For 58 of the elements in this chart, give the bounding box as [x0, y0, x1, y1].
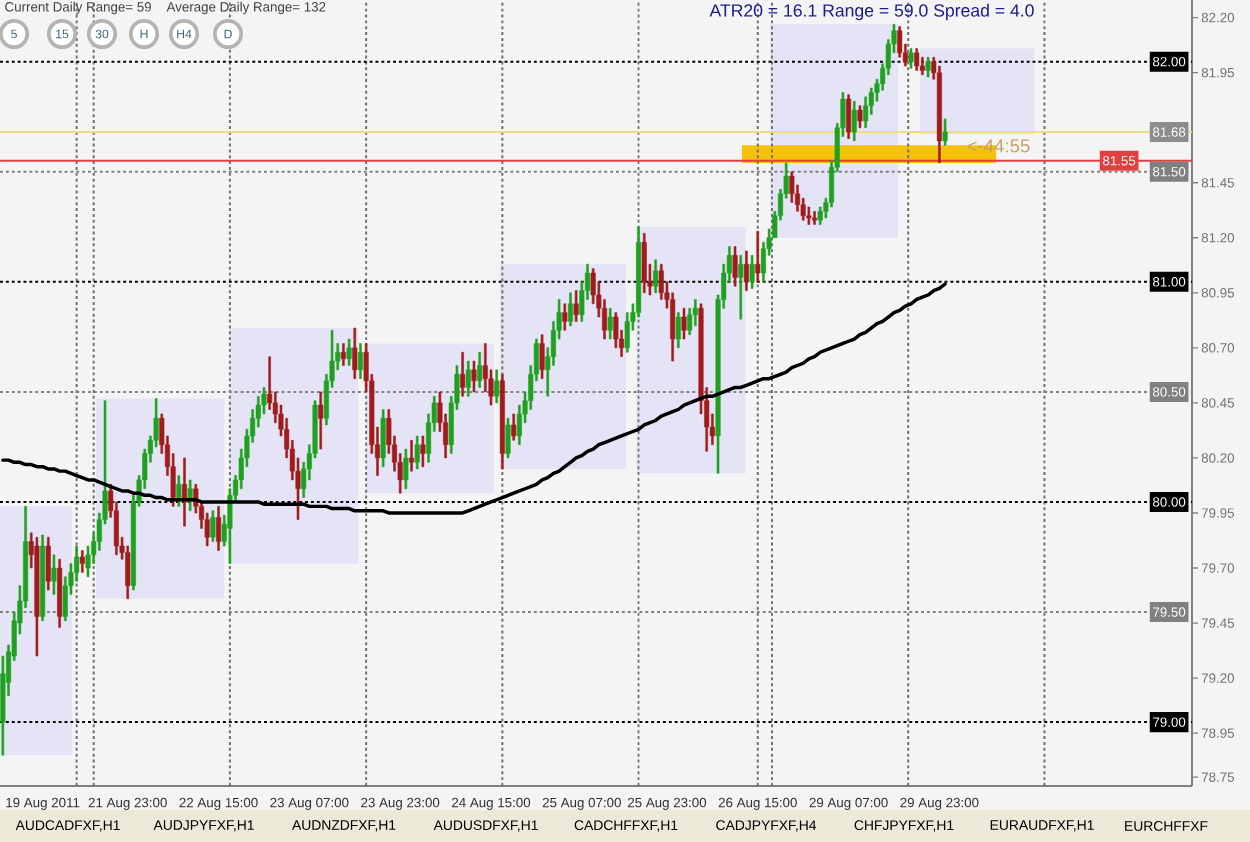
candlestick	[692, 299, 698, 327]
candlestick	[681, 307, 687, 340]
candlestick	[857, 105, 863, 128]
candlestick	[914, 48, 920, 71]
candlestick	[471, 360, 477, 393]
candlestick	[79, 550, 85, 573]
candlestick	[607, 307, 613, 340]
candlestick	[749, 255, 755, 289]
candlestick	[346, 338, 352, 366]
candlestick	[216, 506, 222, 551]
candlestick	[942, 118, 948, 146]
candlestick	[738, 255, 744, 320]
candlestick	[420, 435, 426, 468]
candlestick	[340, 343, 346, 366]
candlestick	[743, 250, 749, 291]
candlestick	[181, 457, 188, 527]
candlestick	[846, 94, 852, 139]
candlestick	[755, 230, 761, 283]
candlestick	[460, 351, 466, 397]
candlestick	[318, 391, 324, 450]
candlestick	[125, 545, 131, 600]
candlestick	[687, 307, 693, 335]
chart-title: ATR20 = 16.1 Range = 59.0 Spread = 4.0	[709, 3, 1034, 21]
candlestick	[494, 369, 500, 404]
candlestick	[34, 536, 40, 657]
candlestick	[908, 48, 914, 69]
candlestick	[499, 373, 505, 470]
candlestick	[936, 65, 942, 164]
candlestick	[45, 536, 51, 591]
candlestick	[641, 233, 647, 294]
candlestick	[732, 246, 738, 287]
candlestick	[51, 554, 57, 595]
candlestick	[613, 312, 619, 349]
candlestick	[408, 440, 415, 472]
candlestick	[57, 558, 63, 628]
candlestick	[414, 435, 420, 470]
candlestick	[380, 409, 386, 468]
candlestick	[567, 292, 573, 327]
candlestick	[210, 510, 216, 542]
candlestick	[403, 448, 409, 490]
candlestick	[851, 100, 857, 142]
candlestick	[505, 418, 511, 459]
candlestick	[40, 534, 46, 622]
candlestick	[477, 351, 483, 388]
candlestick	[925, 56, 931, 78]
candlestick	[511, 413, 517, 441]
candlestick	[919, 56, 925, 76]
candlestick	[465, 360, 471, 397]
candlestick	[357, 343, 363, 379]
candlestick	[812, 211, 818, 225]
candlestick	[562, 303, 568, 331]
candlestick	[675, 312, 681, 349]
annotation: <-44:55	[967, 139, 1030, 153]
candlestick	[573, 290, 579, 322]
candlestick	[176, 475, 182, 507]
candlestick	[539, 334, 545, 379]
candlestick	[352, 327, 358, 379]
candlestick	[653, 259, 659, 294]
